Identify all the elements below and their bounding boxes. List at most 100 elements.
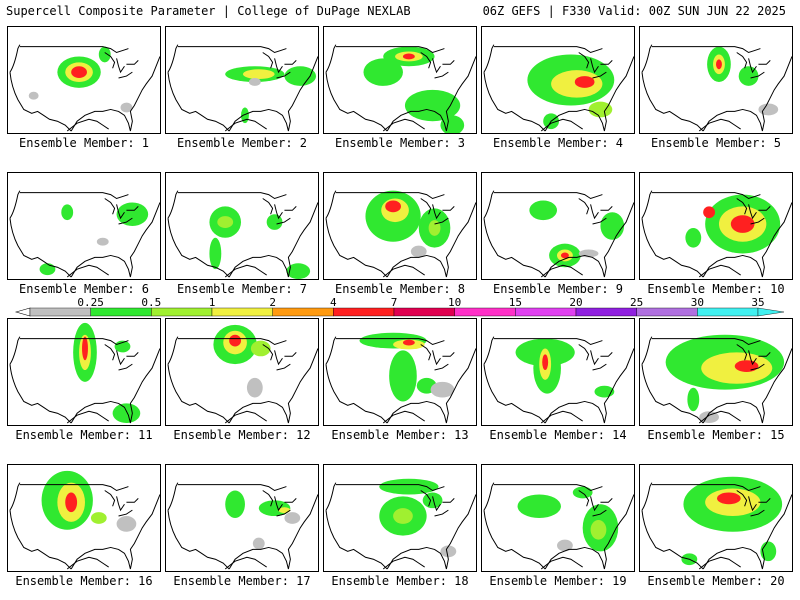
mexico-outline — [382, 556, 425, 570]
colorbar-left-arrow — [14, 307, 31, 317]
member-label: Ensemble Member: 12 — [173, 428, 311, 442]
great-lakes-outline — [262, 490, 297, 517]
scp-contour-0.25 — [557, 539, 573, 552]
member-label: Ensemble Member: 9 — [492, 282, 624, 296]
border-line — [335, 46, 445, 54]
map-panel-member-5 — [639, 26, 793, 134]
border-line — [19, 338, 129, 346]
title-right: 06Z GEFS | F330 Valid: 00Z SUN JUN 22 20… — [482, 4, 786, 18]
scp-contour-0.25 — [96, 237, 109, 246]
colorbar-segment — [90, 307, 152, 317]
scp-contour-7 — [703, 206, 716, 219]
coastline — [167, 336, 318, 424]
scp-contour-0.5 — [738, 66, 759, 86]
great-lakes-outline — [420, 52, 455, 79]
mexico-outline — [224, 556, 267, 570]
scp-contour-0.5 — [600, 212, 625, 240]
map-svg — [641, 190, 792, 278]
scp-contour-7 — [385, 200, 401, 213]
great-lakes-outline — [736, 490, 771, 517]
great-lakes-outline — [420, 198, 455, 225]
scp-contour-0.25 — [246, 377, 263, 398]
coastline — [167, 44, 318, 132]
colorbar-tick-label: 1 — [209, 296, 216, 309]
scp-contour-0.5 — [389, 350, 417, 402]
mexico-outline — [540, 264, 583, 278]
member-label: Ensemble Member: 17 — [173, 574, 311, 588]
scp-contour-7 — [82, 336, 88, 361]
mexico-outline — [540, 556, 583, 570]
coastline — [167, 482, 318, 570]
map-svg — [325, 332, 476, 424]
scp-contour-7 — [402, 53, 415, 60]
scp-contour-0.5 — [116, 202, 149, 226]
member-label: Ensemble Member: 3 — [334, 136, 466, 150]
colorbar-segment — [454, 307, 516, 317]
coastline — [167, 190, 318, 278]
member-label: Ensemble Member: 14 — [489, 428, 627, 442]
colorbar-right-arrow — [757, 307, 785, 317]
border-line — [19, 46, 129, 54]
scp-contour-0.25 — [116, 516, 137, 532]
map-panel-member-15 — [639, 318, 793, 426]
border-line — [493, 484, 603, 492]
coastline — [325, 190, 476, 278]
border-line — [19, 192, 129, 200]
scp-contour-0.25 — [248, 78, 261, 86]
scp-contour-7 — [560, 252, 569, 259]
mexico-outline — [698, 556, 741, 570]
coastline — [641, 44, 792, 132]
mexico-outline — [224, 118, 267, 132]
scp-contour-0.25 — [430, 381, 455, 398]
border-line — [651, 484, 761, 492]
scp-contour-7 — [716, 492, 741, 505]
coastline — [483, 190, 634, 278]
map-panel-member-14 — [481, 318, 635, 426]
border-line — [177, 46, 287, 54]
member-label: Ensemble Member: 15 — [647, 428, 785, 442]
great-lakes-outline — [262, 344, 297, 371]
scp-contour-0.25 — [410, 245, 427, 258]
colorbar-segment — [575, 307, 637, 317]
scp-contour-0.5 — [98, 46, 111, 63]
map-svg — [325, 190, 476, 278]
great-lakes-outline — [578, 490, 613, 517]
great-lakes-outline — [104, 52, 139, 79]
scp-contour-0.25 — [758, 103, 779, 116]
member-label: Ensemble Member: 8 — [334, 282, 466, 296]
scp-contour-7 — [65, 492, 78, 513]
colorbar-segment — [636, 307, 698, 317]
map-panel-member-7 — [165, 172, 319, 280]
scp-contour-1 — [590, 519, 607, 540]
colorbar: 0.25 0.5 1 2 4 7 10 15 20 25 30 35 — [14, 296, 785, 317]
great-lakes-outline — [420, 490, 455, 517]
colorbar-tick-label: 15 — [509, 296, 522, 309]
scp-contour-0.25 — [699, 411, 719, 424]
map-panel-member-10 — [639, 172, 793, 280]
colorbar-tick-label: 25 — [630, 296, 643, 309]
scp-contour-1 — [250, 340, 271, 357]
border-line — [493, 46, 603, 54]
colorbar-segment — [333, 307, 395, 317]
scp-contour-0.5 — [286, 263, 311, 279]
great-lakes-outline — [104, 490, 139, 517]
map-panel-member-12 — [165, 318, 319, 426]
coastline — [483, 44, 634, 132]
map-panel-member-1 — [7, 26, 161, 134]
colorbar-tick-label: 7 — [391, 296, 398, 309]
map-svg — [483, 44, 634, 132]
colorbar-segment — [393, 307, 455, 317]
scp-contour-2 — [242, 69, 275, 80]
mexico-outline — [224, 410, 267, 424]
coastline — [9, 336, 160, 424]
colorbar-tick-label: 30 — [691, 296, 704, 309]
great-lakes-outline — [104, 344, 139, 371]
member-label: Ensemble Member: 7 — [176, 282, 308, 296]
coastline — [483, 482, 634, 570]
border-line — [651, 338, 761, 346]
mexico-outline — [66, 556, 109, 570]
great-lakes-outline — [104, 198, 139, 225]
scp-contour-0.5 — [209, 237, 222, 270]
mexico-outline — [698, 410, 741, 424]
mexico-outline — [66, 410, 109, 424]
